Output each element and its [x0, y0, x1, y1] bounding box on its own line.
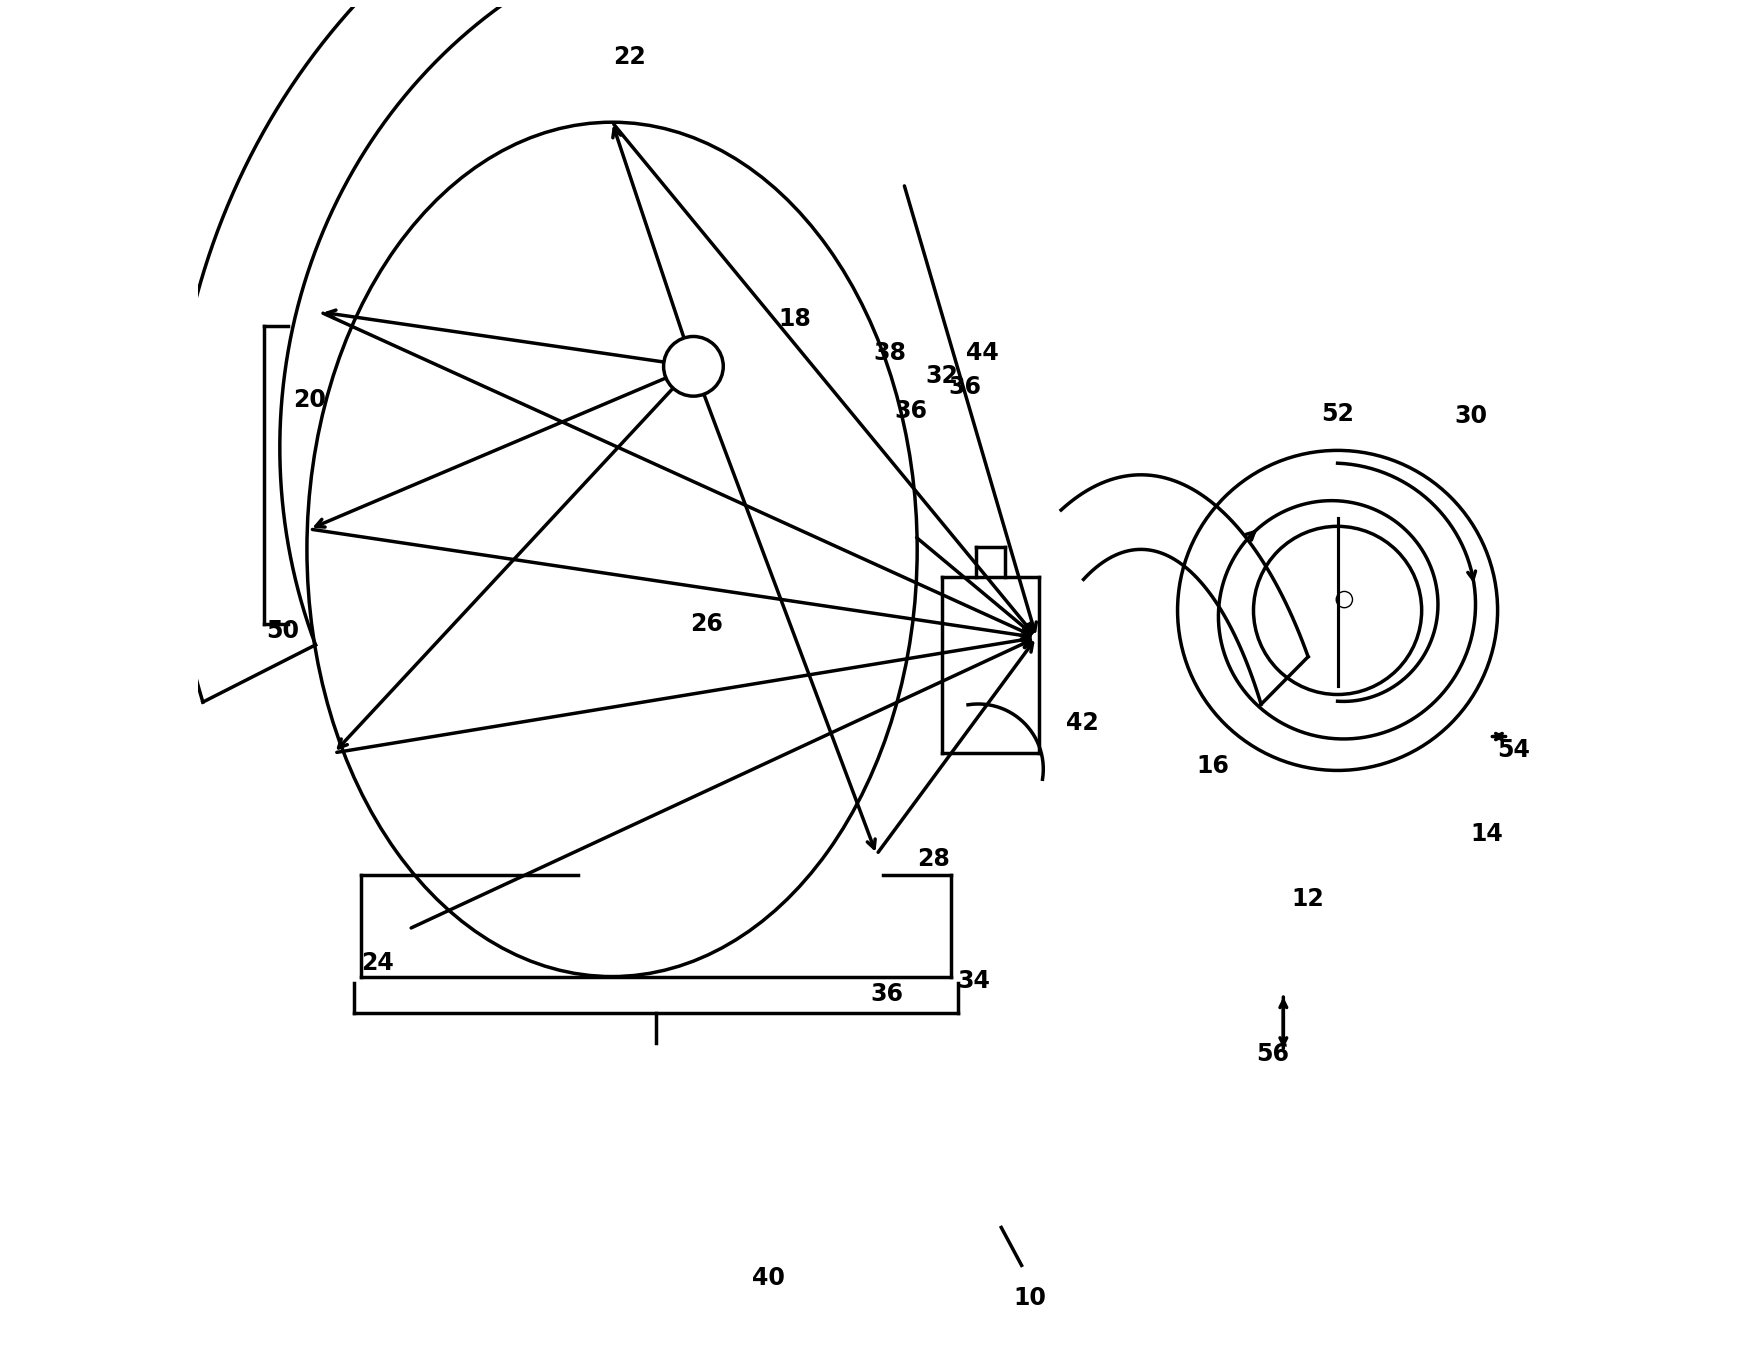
Text: 14: 14: [1471, 822, 1502, 847]
Circle shape: [1336, 592, 1353, 608]
Text: 52: 52: [1322, 401, 1353, 426]
Text: 18: 18: [778, 307, 812, 330]
Text: 12: 12: [1292, 888, 1324, 911]
Text: 56: 56: [1255, 1041, 1288, 1066]
Circle shape: [664, 337, 724, 396]
Text: 16: 16: [1196, 755, 1229, 778]
Text: 30: 30: [1453, 404, 1487, 429]
Text: 38: 38: [873, 341, 906, 364]
Text: 26: 26: [691, 612, 724, 636]
Text: 40: 40: [752, 1266, 784, 1289]
Text: 10: 10: [1013, 1286, 1047, 1310]
Text: 36: 36: [871, 982, 905, 1006]
Text: 34: 34: [957, 969, 990, 993]
Text: 54: 54: [1497, 738, 1530, 762]
Text: 42: 42: [1066, 711, 1099, 734]
Text: 24: 24: [361, 951, 394, 975]
Text: 20: 20: [293, 388, 326, 412]
Text: 32: 32: [926, 364, 959, 388]
Text: 36: 36: [948, 374, 982, 399]
Text: 50: 50: [266, 619, 300, 643]
Text: 22: 22: [614, 45, 647, 68]
Text: 36: 36: [894, 399, 927, 423]
Text: 28: 28: [917, 847, 950, 870]
Text: 44: 44: [966, 341, 999, 364]
